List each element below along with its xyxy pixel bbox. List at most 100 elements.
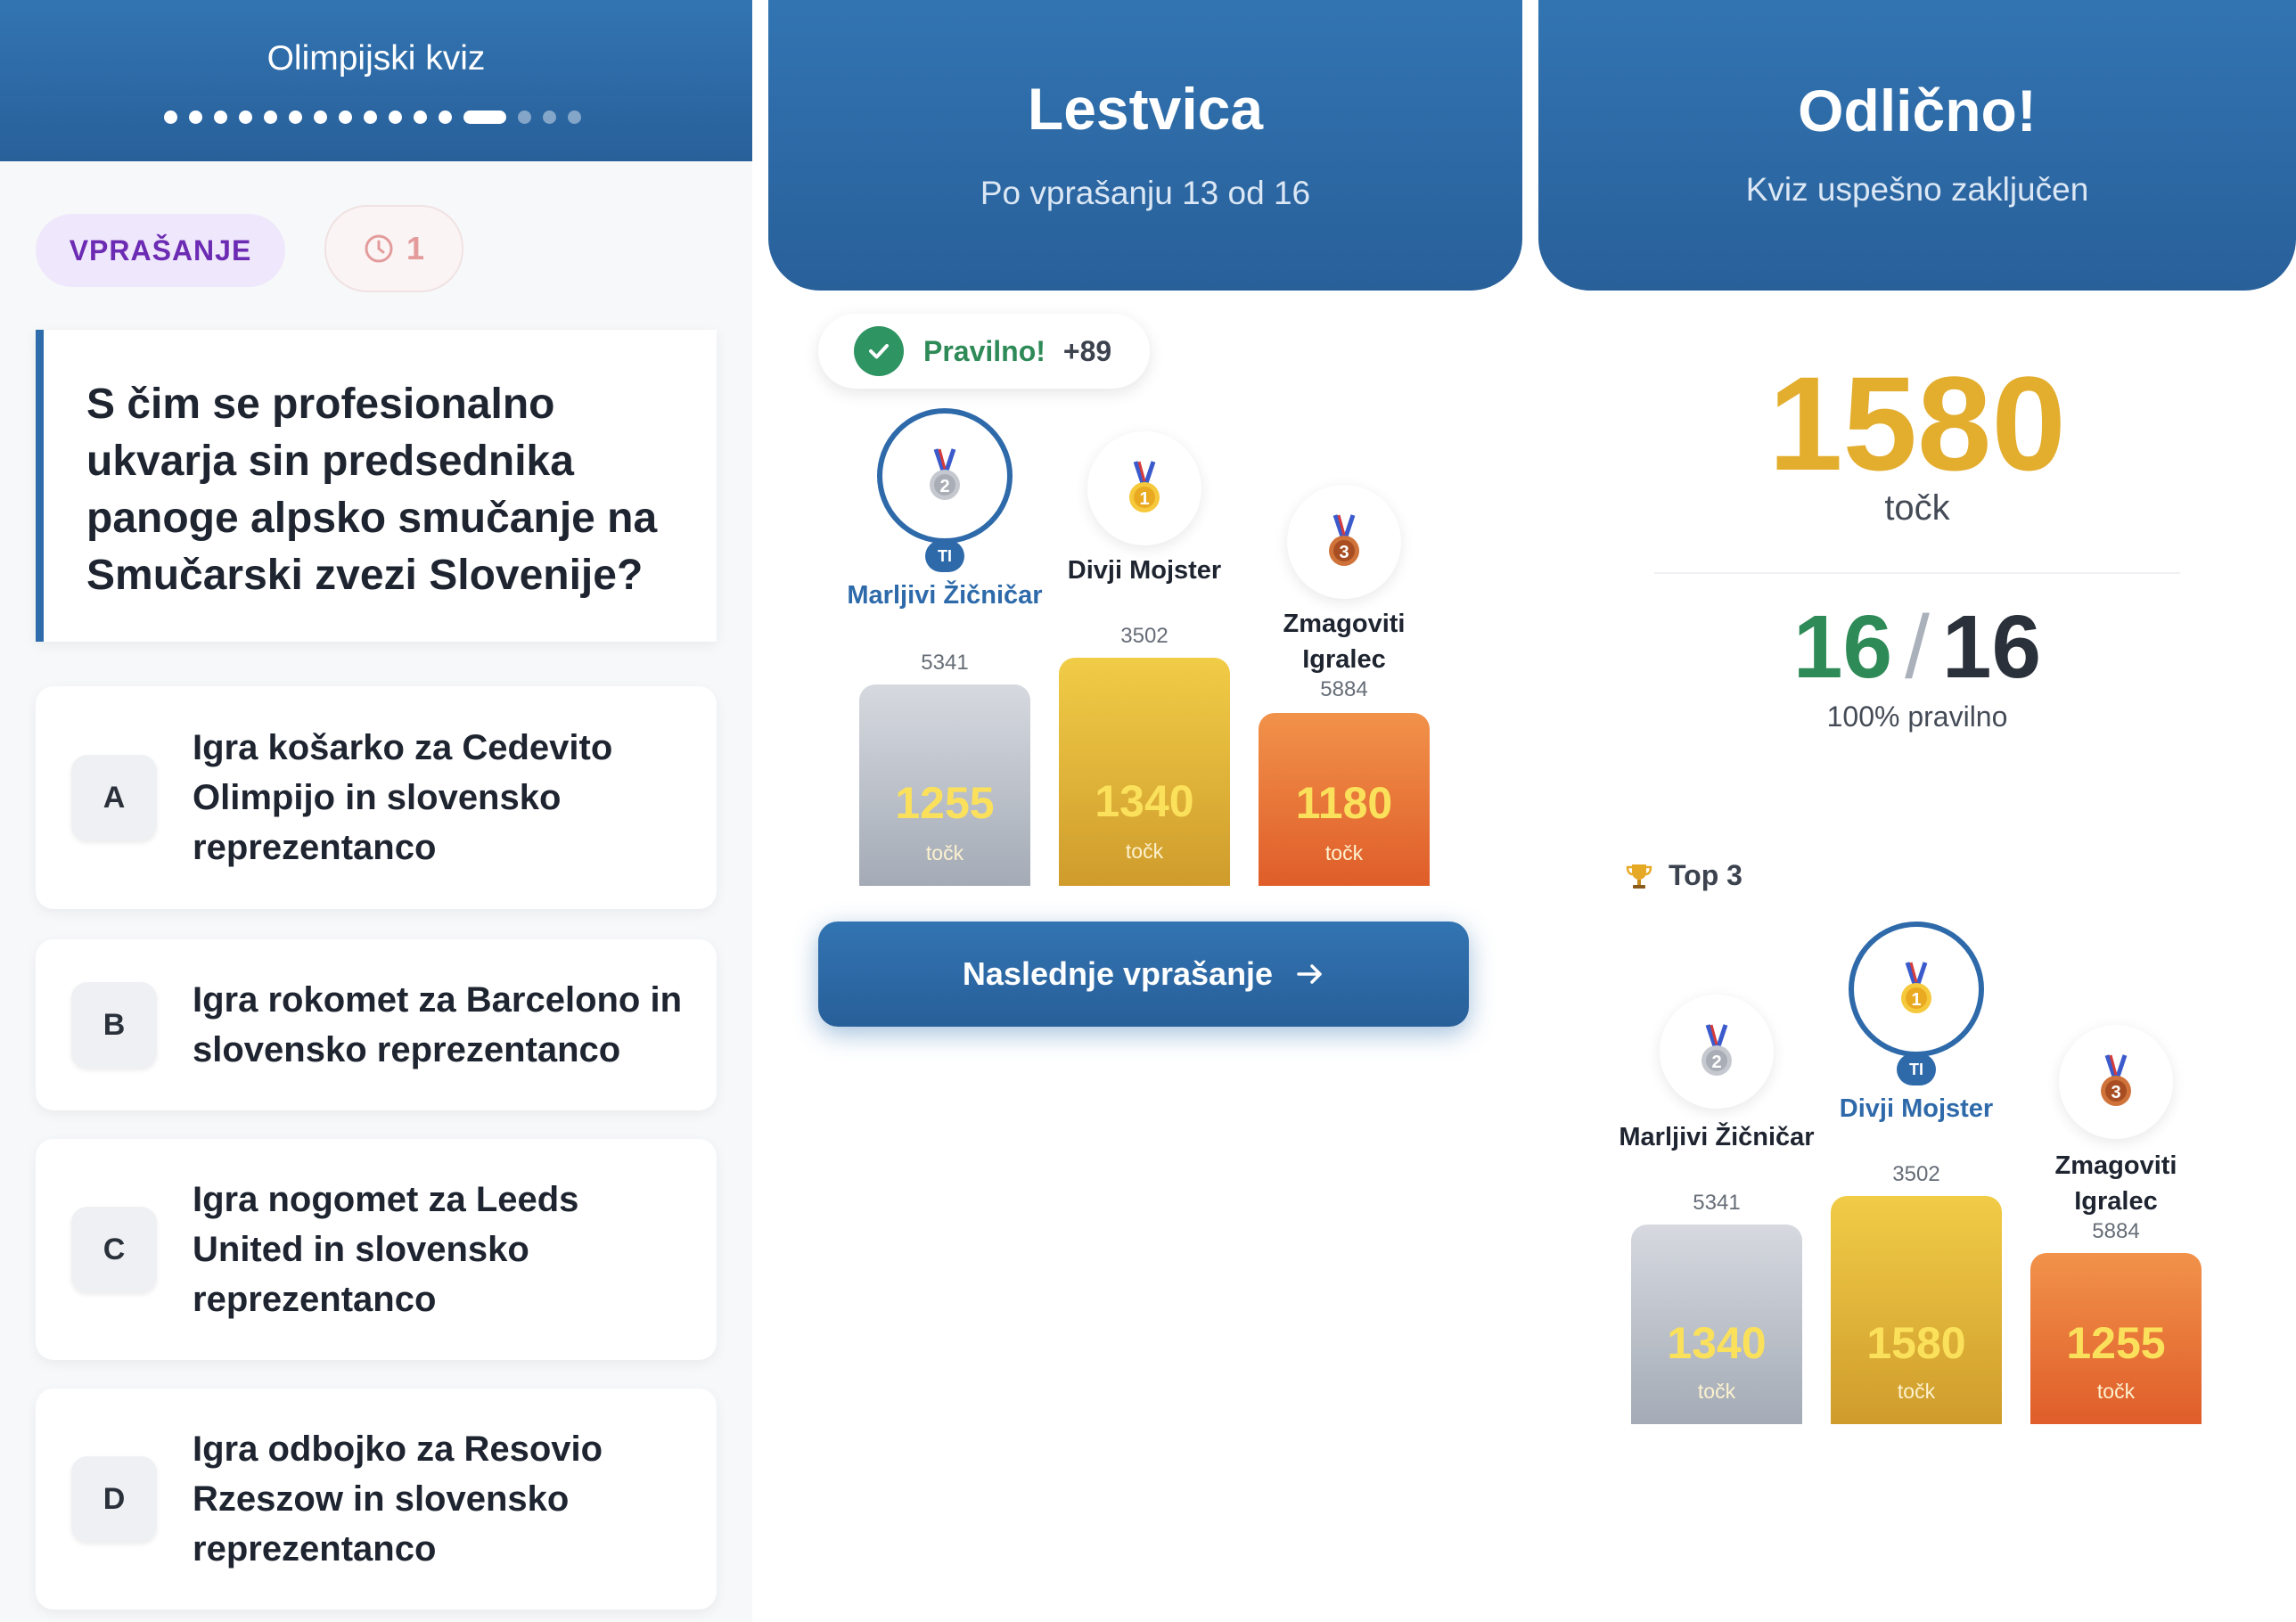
- progress-dot: [339, 111, 352, 124]
- svg-text:1: 1: [1911, 990, 1921, 1010]
- podium-bar-bronze: 1180 točk: [1259, 713, 1430, 886]
- podium-second-place: 2 TI Marljivi Žičničar 5341 1255 točk: [847, 408, 1043, 886]
- answer-text: Igra odbojko za Resovio Rzeszow in slove…: [193, 1429, 603, 1569]
- top3-heading: Top 3: [1624, 859, 1742, 892]
- progress-dot: [543, 111, 556, 124]
- clock-icon: [365, 234, 393, 263]
- podium-score-unit: točk: [1324, 841, 1364, 864]
- bronze-medal-icon: 3: [2101, 1054, 2131, 1106]
- gold-medal-icon: 1: [1129, 461, 1160, 512]
- answer-letter: C: [71, 1207, 157, 1292]
- answer-option-b[interactable]: B Igra rokomet za Barcelono in slovensko…: [36, 939, 717, 1110]
- total-count: 16: [1941, 597, 2042, 697]
- answer-option-a[interactable]: A Igra košarko za Cedevito Olimpijo in s…: [36, 686, 717, 909]
- player-name: Marljivi Žičničar: [1619, 1123, 1815, 1151]
- progress-dot: [389, 111, 402, 124]
- final-podium-second-place: 2 Marljivi Žičničar 5341 1340 točk: [1619, 995, 1815, 1424]
- avatar: 1: [1087, 431, 1201, 545]
- trophy-icon: [1626, 864, 1652, 889]
- podium-bar-silver: 1340 točk: [1631, 1225, 1802, 1424]
- answer-text: Igra nogomet za Leeds United in slovensk…: [193, 1180, 579, 1319]
- progress-dot: [414, 111, 427, 124]
- you-badge: TI: [925, 540, 964, 572]
- divider: [1654, 572, 2180, 574]
- check-icon: [854, 326, 904, 376]
- leaderboard-screen: Lestvica Po vprašanju 13 od 16 Pravilno!…: [768, 0, 1522, 1622]
- final-score: 1580: [1768, 348, 2066, 498]
- podium-score: 1340: [1095, 776, 1194, 826]
- question-text: S čim se profesionalno ukvarja sin preds…: [86, 381, 658, 599]
- results-screen: Odlično! Kviz uspešno zaključen 1580 toč…: [1538, 0, 2296, 1622]
- avatar: 2: [1660, 995, 1774, 1109]
- player-number: 3502: [1120, 624, 1168, 648]
- timer-badge: 1: [324, 205, 463, 292]
- question-screen: Olimpijski kviz VPRAŠANJE 1 S: [0, 0, 752, 1622]
- player-number: 5884: [1320, 677, 1368, 701]
- progress-dot: [364, 111, 377, 124]
- podium-score: 1340: [1667, 1318, 1767, 1368]
- svg-text:2: 2: [939, 477, 949, 496]
- quiz-header: Olimpijski kviz: [0, 0, 752, 161]
- question-label-badge: VPRAŠANJE: [36, 214, 285, 287]
- ratio-slash: /: [1905, 597, 1930, 697]
- podium-score-unit: točk: [1697, 1380, 1736, 1403]
- podium-score: 1180: [1295, 778, 1393, 828]
- silver-medal-icon: 2: [1702, 1024, 1732, 1076]
- next-question-button[interactable]: Naslednje vprašanje: [818, 922, 1469, 1027]
- correct-label: Pravilno!: [923, 334, 1046, 367]
- player-number: 5884: [2092, 1219, 2140, 1243]
- progress-dot: [164, 111, 177, 124]
- percent-correct: 100% pravilno: [1826, 700, 2008, 733]
- player-name: Zmagoviti Igralec: [1283, 610, 1406, 674]
- player-name: Marljivi Žičničar: [847, 581, 1043, 610]
- progress-dot: [314, 111, 327, 124]
- svg-text:3: 3: [1339, 543, 1349, 562]
- avatar: 2: [877, 408, 1013, 544]
- svg-text:1: 1: [1139, 489, 1149, 509]
- player-number: 3502: [1892, 1162, 1940, 1186]
- podium-score: 1580: [1866, 1318, 1966, 1368]
- svg-text:3: 3: [2111, 1083, 2120, 1102]
- podium-bar-gold: 1580 točk: [1831, 1196, 2002, 1424]
- player-number: 5341: [1693, 1191, 1741, 1215]
- question-card: S čim se profesionalno ukvarja sin preds…: [36, 330, 717, 642]
- answer-option-d[interactable]: D Igra odbojko za Resovio Rzeszow in slo…: [36, 1389, 717, 1610]
- bronze-medal-icon: 3: [1329, 514, 1359, 566]
- avatar: 3: [1287, 485, 1401, 599]
- svg-text:2: 2: [1711, 1053, 1721, 1072]
- player-name: Divji Mojster: [1839, 1094, 1994, 1123]
- answer-letter: D: [71, 1456, 157, 1542]
- answer-letter: B: [71, 982, 157, 1068]
- progress-dot: [289, 111, 302, 124]
- results-header: Odlično! Kviz uspešno zaključen: [1538, 0, 2296, 291]
- podium-bar-gold: 1340 točk: [1059, 658, 1230, 886]
- results-title: Odlično!: [1798, 78, 2037, 143]
- podium-bar-silver: 1255 točk: [859, 684, 1030, 886]
- progress-dot: [518, 111, 531, 124]
- timer-value: 1: [406, 230, 425, 266]
- progress-dot: [189, 111, 202, 124]
- progress-dot: [439, 111, 452, 124]
- progress-dot: [568, 111, 581, 124]
- podium-third-place: 3 Zmagoviti Igralec 5884 1180 točk: [1259, 485, 1430, 886]
- final-score-unit: točk: [1884, 488, 1950, 528]
- arrow-right-icon: [1297, 964, 1322, 984]
- podium-score-unit: točk: [1897, 1380, 1936, 1403]
- final-podium-third-place: 3 Zmagoviti Igralec 5884 1255 točk: [2030, 1025, 2202, 1424]
- podium-score-unit: točk: [925, 841, 964, 864]
- progress-dot: [239, 111, 252, 124]
- podium-first-place: 1 Divji Mojster 3502 1340 točk: [1059, 431, 1230, 886]
- answer-option-c[interactable]: C Igra nogomet za Leeds United in sloven…: [36, 1139, 717, 1360]
- next-question-label: Naslednje vprašanje: [962, 955, 1274, 992]
- correct-ratio: 16/16: [1538, 594, 2296, 700]
- podium-score: 1255: [895, 778, 995, 828]
- gold-medal-icon: 1: [1901, 962, 1931, 1013]
- leaderboard-title: Lestvica: [1027, 76, 1264, 142]
- points-gained: +89: [1062, 334, 1112, 367]
- progress-dot-current: [463, 111, 506, 124]
- podium-score-unit: točk: [1125, 840, 1164, 863]
- player-number: 5341: [921, 651, 969, 675]
- top3-label: Top 3: [1669, 859, 1742, 891]
- leaderboard-header: Lestvica Po vprašanju 13 od 16: [768, 0, 1522, 291]
- final-podium-first-place: 1 TI Divji Mojster 3502 1580 točk: [1831, 922, 2002, 1424]
